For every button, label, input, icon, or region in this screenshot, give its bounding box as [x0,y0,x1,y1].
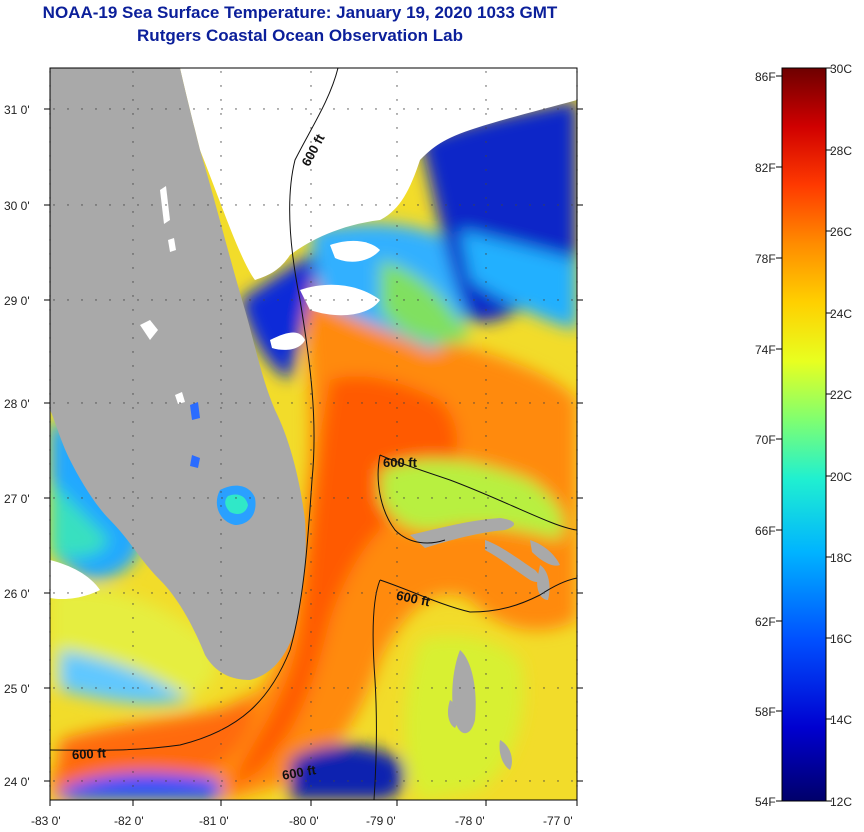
colorbar-f-label: 82F [755,161,776,175]
lat-label: 31 0' [4,103,30,117]
colorbar-c-label: 30C [830,62,852,76]
colorbar-c-label: 22C [830,388,852,402]
lon-label: -83 0' [31,814,61,828]
colorbar-gradient [781,67,827,802]
page-subtitle: Rutgers Coastal Ocean Observation Lab [137,26,463,45]
land-mass [50,68,560,770]
colorbar-f-label: 66F [755,524,776,538]
colorbar-c-label: 14C [830,713,852,727]
colorbar-c-label: 20C [830,470,852,484]
colorbar-c-label: 12C [830,795,852,809]
colorbar-c-label: 26C [830,225,852,239]
lon-label: -78 0' [455,814,485,828]
colorbar-f-label: 86F [755,70,776,84]
map-frame [49,67,578,801]
colorbar-f-label: 74F [755,343,776,357]
lon-label: -77 0' [543,814,573,828]
lat-label: 30 0' [4,199,30,213]
lat-label: 25 0' [4,682,30,696]
lon-label: -80 0' [289,814,319,828]
page-title: NOAA-19 Sea Surface Temperature: January… [42,3,558,22]
lon-label: -79 0' [366,814,396,828]
lat-label: 26 0' [4,587,30,601]
colorbar-c-label: 16C [830,632,852,646]
colorbar-f-label: 62F [755,615,776,629]
colorbar-c-label: 24C [830,307,852,321]
depth-contours [50,68,577,800]
lon-label: -81 0' [199,814,229,828]
colorbar-f-label: 78F [755,252,776,266]
colorbar-f-label: 70F [755,433,776,447]
colorbar-c-label: 28C [830,144,852,158]
colorbar-c-label: 18C [830,551,852,565]
lat-label: 24 0' [4,775,30,789]
sst-field [50,68,577,800]
lat-label: 29 0' [4,294,30,308]
colorbar-f-label: 54F [755,795,776,809]
lat-label: 27 0' [4,492,30,506]
colorbar-f-label: 58F [755,705,776,719]
lat-label: 28 0' [4,397,30,411]
axis-ticks [44,108,583,806]
contour-label: 600 ft [281,762,318,783]
contour-label: 600 ft [383,455,418,470]
lon-label: -82 0' [114,814,144,828]
contour-label: 600 ft [72,745,107,762]
